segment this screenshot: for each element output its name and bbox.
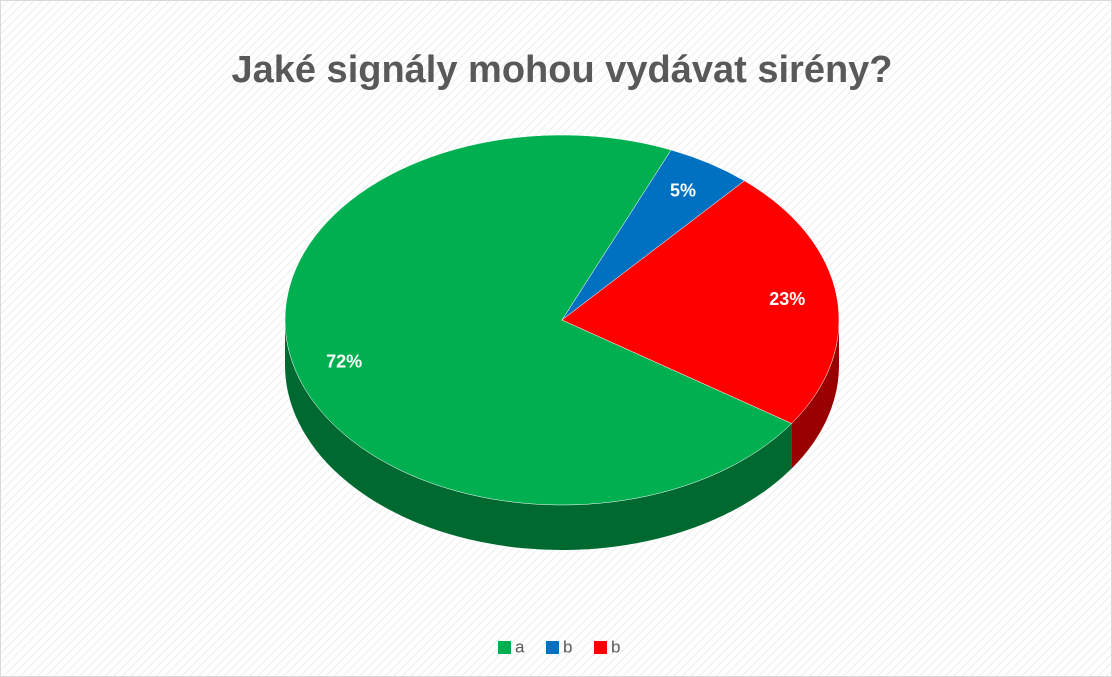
legend-swatch [546,641,559,654]
legend-label: a [515,637,525,656]
slice-side-shade [285,320,792,550]
slice-side [285,320,792,550]
slice [284,134,793,506]
legend-swatch [498,641,511,654]
chart-title: Jaké signály mohou vydávat sirény? [231,49,892,91]
slice-side-shade [791,320,839,469]
data-label: 23% [769,289,805,309]
legend-swatch [594,641,607,654]
data-label: 72% [326,352,362,372]
data-label: 5% [670,180,696,200]
slice [561,180,840,424]
slice-side [791,320,839,469]
legend-label: b [611,637,620,656]
legend-label: b [563,637,572,656]
